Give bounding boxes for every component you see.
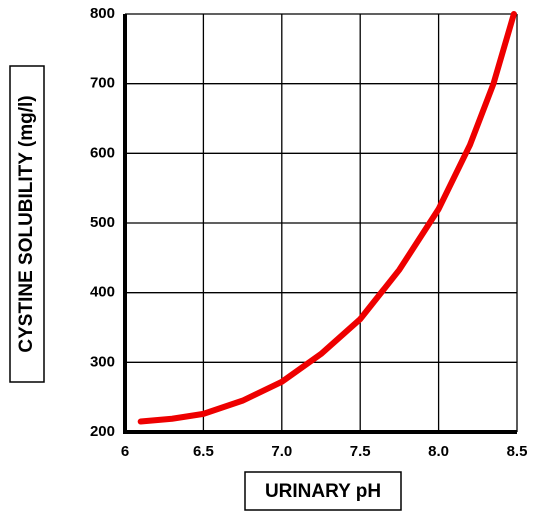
- x-tick-label: 6: [121, 443, 129, 460]
- y-label-box: [9, 65, 45, 383]
- x-label-box: [244, 471, 402, 511]
- x-tick-label: 7.5: [350, 443, 371, 460]
- y-tick-label: 200: [90, 423, 115, 440]
- y-tick-label: 300: [90, 353, 115, 370]
- y-tick-label: 400: [90, 284, 115, 301]
- y-tick-label: 800: [90, 5, 115, 22]
- x-axis-label: URINARY pH: [265, 481, 381, 502]
- y-tick-label: 700: [90, 75, 115, 92]
- x-tick-label: 7.0: [271, 443, 292, 460]
- x-tick-label: 8.5: [507, 443, 528, 460]
- x-tick-label: 8.0: [428, 443, 449, 460]
- y-tick-label: 600: [90, 144, 115, 161]
- line: [137, 11, 517, 425]
- y-axis-label: CYSTINE SOLUBILITY (mg/l): [16, 95, 37, 352]
- y-tick-label: 500: [90, 214, 115, 231]
- x-tick-label: 6.5: [193, 443, 214, 460]
